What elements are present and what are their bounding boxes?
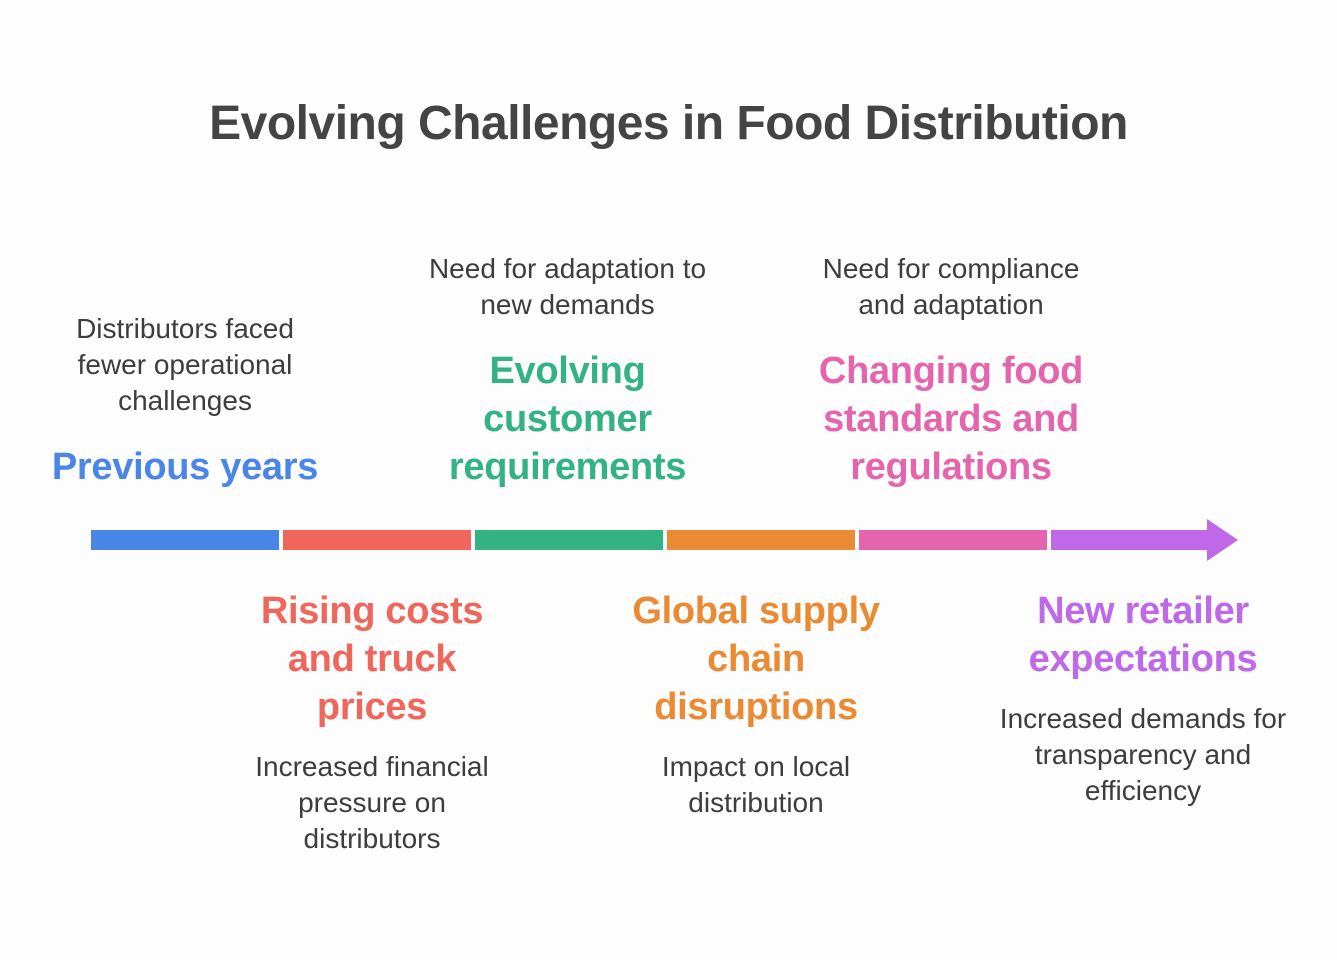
stage-description: Distributors faced fewer operational cha… — [76, 313, 294, 416]
timeline-segment-green — [475, 530, 663, 550]
stage-global-supply-chain: Global supply chain disruptions Impact o… — [606, 587, 906, 821]
stage-description: Need for adaptation to new demands — [428, 253, 707, 320]
timeline-segment-red — [283, 530, 471, 550]
arrowhead — [1207, 519, 1238, 561]
timeline-segment-pink — [859, 530, 1047, 550]
stage-rising-costs: Rising costs and truck prices Increased … — [222, 587, 522, 857]
stage-heading: Global supply chain disruptions — [632, 590, 880, 728]
stage-description: Impact on local distribution — [661, 751, 851, 818]
stage-description: Increased demands for transparency and e… — [999, 703, 1287, 806]
diagram-title: Evolving Challenges in Food Distribution — [209, 97, 1128, 150]
stage-new-retailer-expectations: New retailer expectations Increased dema… — [987, 587, 1299, 809]
stage-heading: Previous years — [51, 446, 319, 488]
timeline-segment-blue — [91, 530, 279, 550]
stage-heading: New retailer expectations — [1028, 590, 1258, 680]
timeline-segment-orange — [667, 530, 855, 550]
stage-description: Increased financial pressure on distribu… — [255, 751, 489, 854]
stage-description: Need for compliance and adaptation — [822, 253, 1080, 320]
stage-previous-years: Distributors faced fewer operational cha… — [40, 311, 330, 491]
stage-heading: Rising costs and truck prices — [260, 590, 484, 728]
stage-heading: Evolving customer requirements — [448, 350, 687, 488]
timeline-segment-purple — [1051, 530, 1209, 550]
stage-evolving-customer-requirements: Need for adaptation to new demands Evolv… — [415, 251, 720, 491]
stage-heading: Changing food standards and regulations — [818, 350, 1084, 488]
stage-changing-food-standards: Need for compliance and adaptation Chang… — [796, 251, 1106, 491]
